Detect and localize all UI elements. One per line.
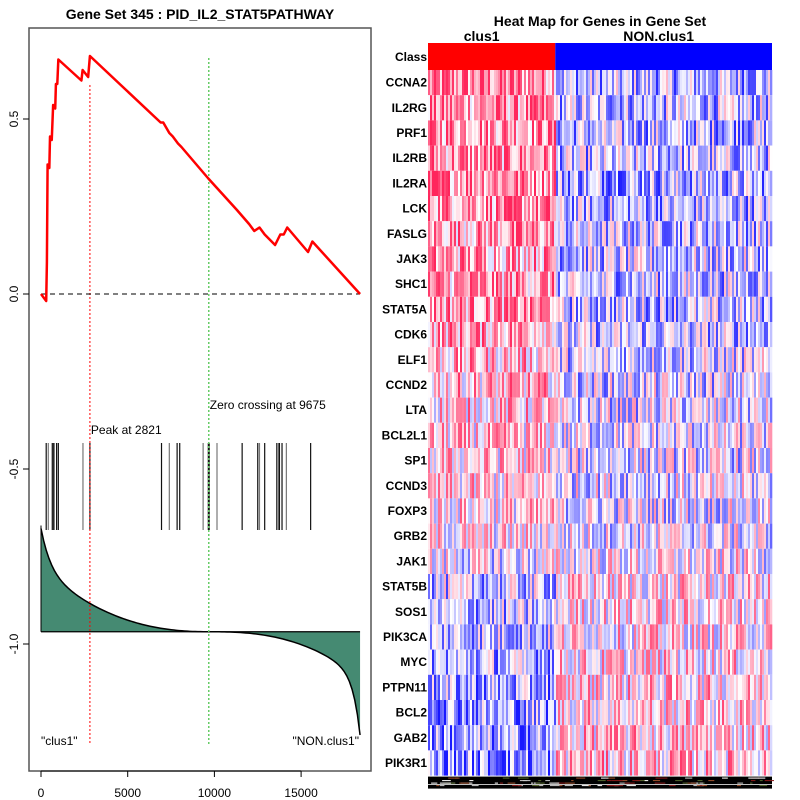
zero-crossing-annotation: Zero crossing at 9675 <box>210 398 326 412</box>
y-axis: 0.5 0.0 -0.5 -1.0 <box>7 110 29 654</box>
y-tick-label: 0.5 <box>7 110 21 127</box>
x-tick-label: 10000 <box>198 786 232 800</box>
hit-bars <box>45 443 312 530</box>
ranking-metric-area <box>40 525 361 736</box>
x-tick-label: 5000 <box>114 786 141 800</box>
running-es <box>39 54 361 303</box>
x-tick-label: 0 <box>38 786 45 800</box>
peak-annotation: Peak at 2821 <box>91 423 162 437</box>
y-tick-label: -1.0 <box>7 633 21 654</box>
y-tick-label: 0.0 <box>7 285 21 302</box>
y-tick-label: -0.5 <box>7 458 21 479</box>
x-tick-label: 15000 <box>284 786 318 800</box>
class-label-left: "clus1" <box>41 734 78 748</box>
x-axis: 0 5000 10000 15000 <box>38 770 318 800</box>
es-curve <box>39 54 361 303</box>
class-label-right: "NON.clus1" <box>292 734 359 748</box>
enrichment-plot-title: Gene Set 345 : PID_IL2_STAT5PATHWAY <box>66 6 335 22</box>
reference-lines <box>41 58 361 745</box>
